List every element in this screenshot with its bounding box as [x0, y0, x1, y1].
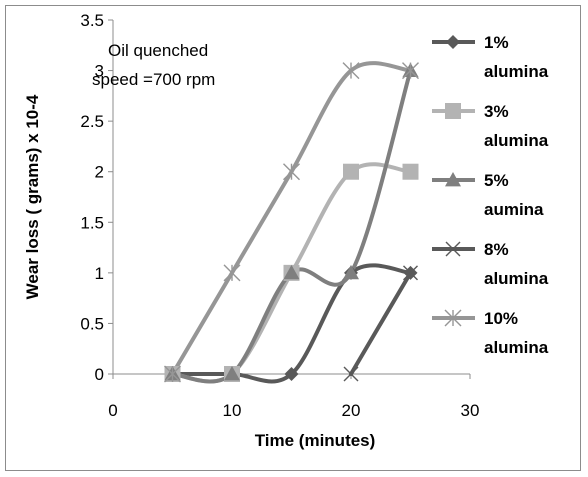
- legend-label: 1%: [484, 33, 509, 52]
- legend-entry-5: 10% alumina: [432, 309, 549, 357]
- legend-marker: [445, 241, 461, 257]
- annotation-line-1: Oil quenched: [108, 41, 208, 60]
- data-point-series-5: [342, 62, 360, 80]
- data-point-series-4: [403, 265, 418, 281]
- legend-marker: [445, 103, 461, 119]
- legend-marker: [446, 35, 460, 49]
- legend-entry-1: 1% alumina: [432, 33, 549, 81]
- annotation-line-2: speed =700 rpm: [92, 70, 215, 89]
- legend-label: alumina: [484, 338, 549, 357]
- data-point-series-3: [283, 264, 300, 280]
- legend-label: 8%: [484, 240, 509, 259]
- y-tick-label: 2.5: [80, 112, 104, 131]
- legend-label: aumina: [484, 200, 544, 219]
- legend-label: 5%: [484, 171, 509, 190]
- y-tick-label: 1.5: [80, 213, 104, 232]
- y-tick-label: 3.5: [80, 11, 104, 30]
- x-tick-label: 30: [461, 401, 480, 420]
- data-point-series-3: [343, 264, 359, 280]
- marker-stroke: [445, 241, 461, 257]
- legend-label: alumina: [484, 131, 549, 150]
- series-line-4: [349, 270, 413, 376]
- y-axis-title: Wear loss ( grams) x 10-4: [23, 94, 42, 299]
- y-tick-label: 3: [95, 62, 104, 81]
- y-tick-label: 2: [95, 163, 104, 182]
- legend-label: alumina: [484, 269, 549, 288]
- legend-marker: [444, 309, 462, 327]
- series-line-1: [170, 263, 413, 384]
- legend-label: 3%: [484, 102, 509, 121]
- y-tick-label: 1: [95, 264, 104, 283]
- data-point-series-5: [164, 365, 181, 383]
- x-tick-label: 20: [342, 401, 361, 420]
- legend-marker: [445, 172, 461, 187]
- legend-entry-2: 3% alumina: [432, 102, 549, 150]
- x-tick-label: 0: [108, 401, 117, 420]
- data-point-series-1: [284, 367, 299, 381]
- y-tick-label: 0: [95, 365, 104, 384]
- data-point-series-2: [402, 163, 419, 180]
- data-point-series-4: [343, 366, 359, 382]
- data-point-series-5: [402, 62, 419, 80]
- marker-stroke: [343, 366, 359, 382]
- data-point-series-3: [224, 366, 240, 381]
- legend-entry-3: 5% aumina: [432, 171, 544, 219]
- legend-label: 10%: [484, 309, 518, 328]
- x-axis-title: Time (minutes): [255, 431, 376, 450]
- data-point-series-5: [283, 163, 300, 181]
- plot-area: 0 0.5 1 1.5 2 2.5 3 3.5 0 10 20 30: [80, 11, 479, 420]
- legend-label: alumina: [484, 62, 549, 81]
- data-point-series-2: [343, 163, 359, 180]
- marker-stroke: [403, 265, 418, 281]
- legend-entry-4: 8% alumina: [432, 240, 549, 288]
- y-tick-label: 0.5: [80, 314, 104, 333]
- data-point-series-5: [223, 264, 241, 282]
- series-line-5: [170, 61, 413, 376]
- x-tick-label: 10: [223, 401, 242, 420]
- chart-frame: [5, 5, 581, 471]
- legend: 1% alumina 3% alumina 5% aumina 8% alumina 10% al…: [432, 33, 549, 357]
- series-layer: [164, 61, 419, 384]
